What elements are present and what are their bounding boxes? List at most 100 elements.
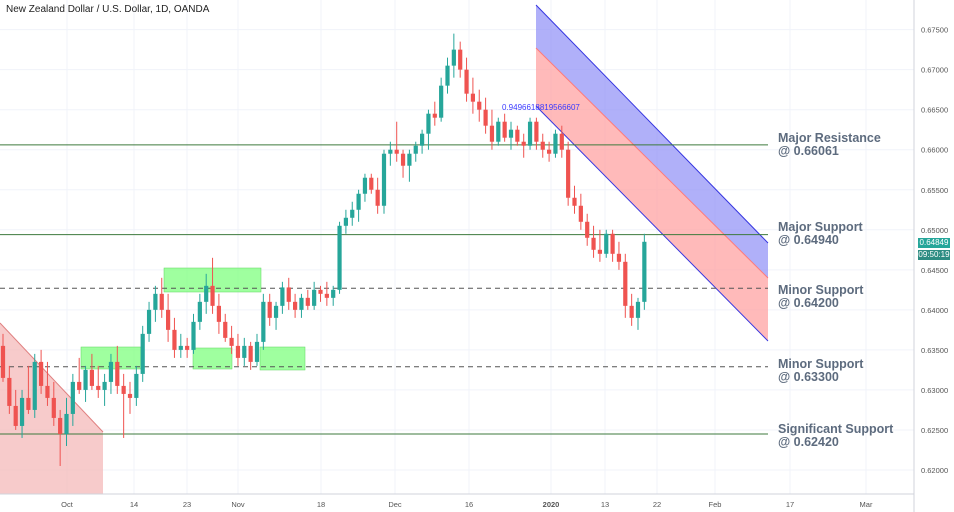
candle-body	[331, 289, 336, 298]
left-channel-line	[0, 322, 104, 433]
price-tick-label: 0.63500	[921, 346, 948, 355]
price-tick-label: 0.64000	[921, 306, 948, 315]
candle-body	[299, 297, 304, 310]
level-label-line2: @ 0.66061	[778, 144, 839, 158]
candle-body	[178, 345, 183, 350]
candle-body	[140, 333, 145, 374]
candle-body	[572, 197, 577, 206]
candle-body	[127, 393, 133, 398]
candle-body	[616, 253, 622, 262]
candle-body	[356, 193, 361, 210]
time-tick-label: 17	[786, 500, 794, 509]
time-tick-label: 22	[653, 500, 661, 509]
candle-body	[534, 121, 539, 142]
candle-body	[635, 301, 641, 318]
candle-body	[197, 301, 202, 322]
candle-body	[146, 309, 152, 334]
candle-body	[254, 341, 260, 362]
level-label-line2: @ 0.62420	[778, 435, 839, 449]
level-label-line1: Significant Support	[778, 422, 894, 436]
candle-body	[407, 153, 412, 166]
candle-body	[426, 113, 431, 134]
level-label-significant-support: Significant Support @ 0.62420	[778, 423, 893, 449]
candle-body	[604, 233, 609, 254]
channel-mid-line	[535, 47, 769, 279]
candle-body	[223, 321, 228, 338]
candle-body	[337, 225, 342, 290]
level-label-minor-support-1: Minor Support @ 0.64200	[778, 284, 863, 310]
channel-upper-zone	[536, 5, 768, 278]
time-tick-label: Mar	[860, 500, 873, 509]
candle-body	[102, 381, 107, 390]
candle-body	[540, 141, 545, 150]
level-label-major-resistance: Major Resistance @ 0.66061	[778, 132, 881, 158]
candle-body	[216, 305, 221, 322]
candle-body	[629, 305, 634, 318]
candle-body	[350, 209, 355, 218]
level-label-line2: @ 0.63300	[778, 370, 839, 384]
candle-body	[39, 361, 44, 386]
candle-body	[381, 153, 387, 206]
candle-body	[58, 417, 63, 434]
candle-body	[293, 301, 298, 310]
candle-body	[566, 149, 571, 198]
candle-body	[280, 287, 285, 306]
candle-body	[45, 385, 50, 398]
time-tick-label: Nov	[231, 500, 245, 509]
candle-body	[108, 361, 114, 382]
time-tick-label: Feb	[709, 500, 722, 509]
candle-body	[610, 233, 615, 254]
candle-body	[413, 145, 418, 154]
candle-body	[451, 49, 456, 66]
candle-body	[527, 121, 533, 146]
candle-body	[159, 293, 164, 310]
candle-body	[204, 285, 209, 302]
candle-body	[508, 129, 514, 138]
candle-body	[26, 397, 31, 410]
level-label-line1: Major Support	[778, 220, 863, 234]
candle-body	[369, 177, 374, 190]
price-tick-label: 0.67000	[921, 66, 948, 75]
candle-body	[13, 405, 18, 426]
candle-body	[642, 241, 647, 302]
candle-body	[32, 361, 37, 410]
candle-body	[115, 361, 120, 386]
candle-body	[89, 369, 94, 386]
time-tick-label: 18	[317, 500, 325, 509]
level-label-line2: @ 0.64940	[778, 233, 839, 247]
price-tick-label: 0.66000	[921, 146, 948, 155]
time-tick-label: 23	[183, 500, 191, 509]
candle-body	[470, 93, 475, 102]
candle-body	[191, 321, 196, 350]
candle-timer-tag: 09:50:19	[918, 250, 950, 260]
candle-body	[458, 49, 463, 70]
candle-body	[547, 149, 552, 154]
time-tick-label: Oct	[61, 500, 74, 509]
candle-body	[445, 65, 450, 86]
fibonacci-label: 0.9496618819566607	[502, 103, 580, 112]
candle-body	[64, 413, 69, 434]
candle-body	[286, 287, 291, 302]
candle-body	[70, 381, 75, 414]
candle-body	[0, 345, 6, 378]
candle-body	[489, 125, 495, 142]
candle-body	[496, 121, 501, 142]
price-tick-label: 0.67500	[921, 26, 948, 35]
candle-body	[210, 285, 215, 306]
candle-body	[477, 101, 482, 110]
candle-body	[166, 309, 171, 330]
candle-body	[591, 237, 596, 250]
candle-body	[235, 345, 241, 358]
candle-body	[553, 133, 558, 154]
highlight-box	[192, 347, 233, 370]
candle-body	[318, 289, 323, 294]
price-tick-label: 0.62500	[921, 426, 948, 435]
level-label-line1: Major Resistance	[778, 131, 881, 145]
current-price-tag: 0.64849	[918, 238, 950, 248]
candle-body	[400, 153, 406, 166]
candle-body	[343, 217, 348, 226]
candle-body	[305, 297, 310, 306]
candle-body	[375, 189, 380, 206]
